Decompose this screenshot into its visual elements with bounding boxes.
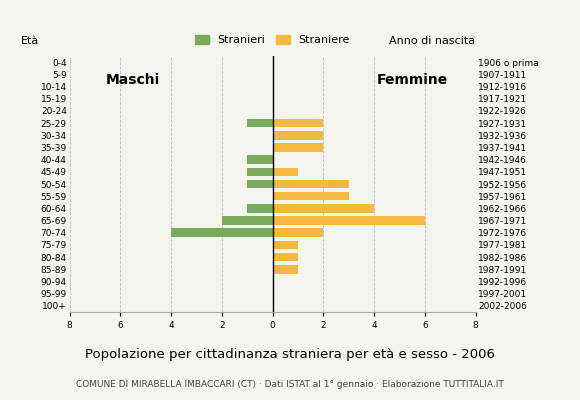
Bar [273,180,349,188]
Text: COMUNE DI MIRABELLA IMBACCARI (CT) · Dati ISTAT al 1° gennaio · Elaborazione TUT: COMUNE DI MIRABELLA IMBACCARI (CT) · Dat… [76,380,504,389]
Bar [273,168,298,176]
Bar [273,216,425,225]
Bar [247,180,273,188]
Bar [273,119,324,127]
Legend: Stranieri, Straniere: Stranieri, Straniere [191,31,354,50]
Bar [273,131,324,140]
Bar [222,216,273,225]
Bar [273,143,324,152]
Bar [247,204,273,213]
Bar [273,241,298,249]
Bar [247,168,273,176]
Text: Maschi: Maschi [106,73,160,87]
Bar [273,253,298,262]
Bar [273,265,298,274]
Text: Anno di nascita: Anno di nascita [390,36,476,46]
Bar [273,204,374,213]
Text: Popolazione per cittadinanza straniera per età e sesso - 2006: Popolazione per cittadinanza straniera p… [85,348,495,361]
Text: Femmine: Femmine [376,73,448,87]
Bar [273,228,324,237]
Text: Età: Età [21,36,39,46]
Bar [247,119,273,127]
Bar [273,192,349,200]
Bar [171,228,273,237]
Bar [247,155,273,164]
